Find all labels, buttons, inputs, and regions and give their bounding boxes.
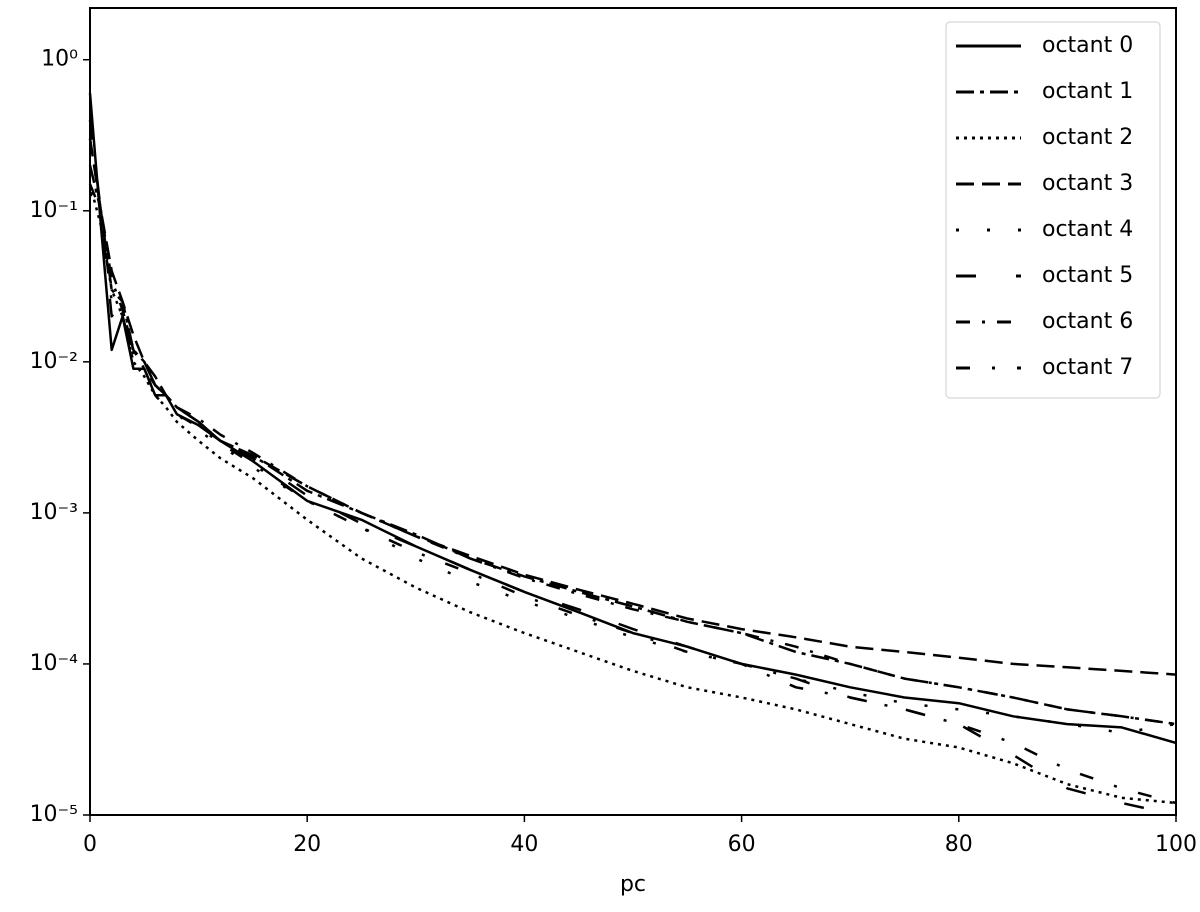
legend-label: octant 0 [1042, 33, 1133, 58]
y-tick-label: 10⁻⁵ [30, 802, 78, 827]
x-tick-label: 20 [293, 832, 321, 857]
legend-label: octant 2 [1042, 125, 1133, 150]
y-tick-label: 10⁻¹ [30, 198, 78, 223]
series-line [88, 138, 1177, 676]
series-line [88, 183, 1177, 805]
series-line [88, 119, 1177, 817]
legend-box [945, 21, 1161, 399]
x-tick-label: 60 [728, 832, 756, 857]
legend-label: octant 4 [1042, 217, 1133, 242]
series-line [88, 165, 1177, 726]
legend-label: octant 3 [1042, 171, 1133, 196]
x-axis-label: pc [620, 872, 646, 897]
plot-frame [89, 7, 1177, 816]
legend-label: octant 7 [1042, 355, 1133, 380]
y-tick-label: 10⁻⁴ [30, 651, 79, 676]
legend-label: octant 5 [1042, 263, 1133, 288]
x-tick-label: 40 [510, 832, 538, 857]
legend-label: octant 6 [1042, 309, 1133, 334]
x-tick-label: 80 [945, 832, 973, 857]
y-tick-label: 10⁻³ [30, 500, 78, 525]
legend-label: octant 1 [1042, 79, 1133, 104]
x-tick-label: 100 [1155, 832, 1197, 857]
x-tick-label: 0 [83, 832, 97, 857]
series-line [88, 93, 1177, 745]
y-tick-label: 10⁻² [30, 349, 78, 374]
y-tick-label: 10⁰ [41, 47, 78, 72]
